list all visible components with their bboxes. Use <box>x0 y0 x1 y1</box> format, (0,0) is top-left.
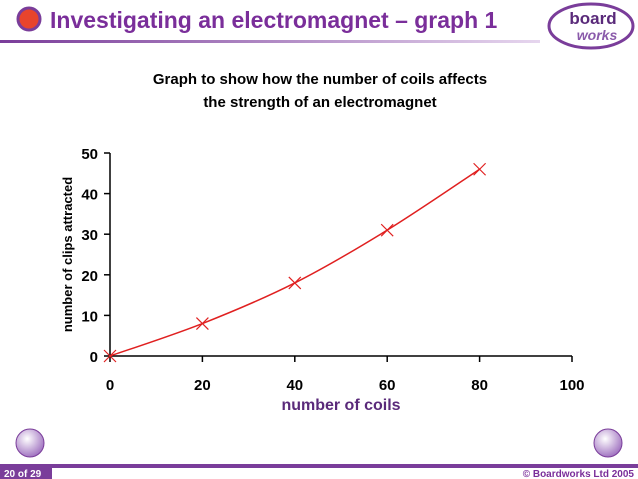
logo <box>547 2 635 50</box>
copyright: © Boardworks Ltd 2005 <box>523 469 635 479</box>
data-point <box>288 276 302 290</box>
footer-rule <box>0 464 638 468</box>
plot: 0 10 20 30 40 50 0 20 40 60 80 100 number of coils nu… <box>60 146 585 414</box>
footer-tab <box>0 468 52 479</box>
next-button[interactable] <box>593 428 623 458</box>
y-tick-label: 30 <box>81 227 98 244</box>
y-tick-label: 20 <box>81 268 98 285</box>
x-tick-label: 40 <box>286 377 303 394</box>
prev-button[interactable] <box>15 428 45 458</box>
y-tick-label: 50 <box>81 146 98 163</box>
x-tick-label: 100 <box>559 377 584 394</box>
data-point <box>103 349 117 363</box>
data-point <box>195 317 209 330</box>
header-rule <box>0 40 540 43</box>
y-tick-label: 40 <box>81 187 98 204</box>
data-line <box>109 168 481 357</box>
x-axis-label: number of coils <box>281 397 400 414</box>
x-tick-label: 20 <box>194 377 211 394</box>
slide-title: Investigating an electromagnet – graph 1 <box>50 7 498 33</box>
x-tick-label: 80 <box>471 377 488 394</box>
logo-text: board <box>569 9 616 28</box>
data-point <box>473 162 487 176</box>
logo-text: works <box>577 27 618 43</box>
chart-title: Graph to show how the number of coils af… <box>153 71 487 88</box>
data-point <box>380 223 394 237</box>
page-number: 20 of 29 <box>4 469 42 479</box>
y-tick-label: 0 <box>90 349 98 366</box>
x-tick-label: 0 <box>106 377 114 394</box>
x-tick-label: 60 <box>379 377 396 394</box>
y-axis-label: number of clips attracted <box>60 177 75 332</box>
y-tick-label: 10 <box>81 308 98 325</box>
chart-title: the strength of an electromagnet <box>203 94 436 111</box>
header-icon <box>16 6 42 32</box>
